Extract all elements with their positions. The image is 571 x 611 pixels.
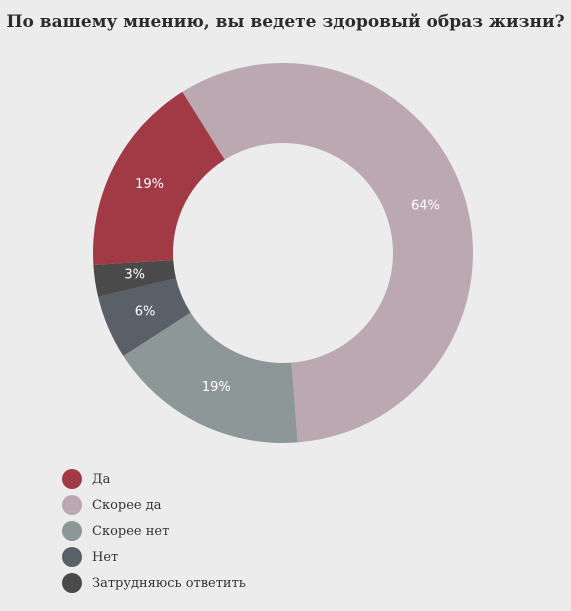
legend-label-net: Нет xyxy=(92,549,119,565)
legend-label-skoree-net: Скорее нет xyxy=(92,523,170,539)
legend-label-da: Да xyxy=(92,471,111,487)
legend-label-zatrudnyayus: Затрудняюсь ответить xyxy=(92,575,246,591)
slice-labels: 64% 19% 6% 3% 19% xyxy=(124,177,440,395)
donut-slices xyxy=(93,63,473,443)
legend: Да Скорее да Скорее нет Нет Затрудняюсь … xyxy=(62,466,246,596)
slice-da xyxy=(93,91,225,266)
legend-swatch-net xyxy=(62,547,82,567)
slice-label-da: 19% xyxy=(135,177,164,192)
slice-label-zatrudnyayus: 3% xyxy=(124,268,145,283)
legend-swatch-zatrudnyayus xyxy=(62,573,82,593)
slice-skoree-da xyxy=(182,63,473,443)
slice-label-skoree-da: 64% xyxy=(411,199,440,214)
slice-zatrudnyayus xyxy=(93,259,176,297)
legend-swatch-skoree-da xyxy=(62,495,82,515)
legend-item-skoree-da: Скорее да xyxy=(62,492,246,518)
legend-swatch-da xyxy=(62,469,82,489)
legend-item-net: Нет xyxy=(62,544,246,570)
slice-label-net: 6% xyxy=(135,304,156,319)
legend-swatch-skoree-net xyxy=(62,521,82,541)
slice-label-skoree-net: 19% xyxy=(202,380,231,395)
legend-item-da: Да xyxy=(62,466,246,492)
chart-title: По вашему мнению, вы ведете здоровый обр… xyxy=(6,12,565,32)
slice-skoree-net xyxy=(123,312,298,443)
legend-item-skoree-net: Скорее нет xyxy=(62,518,246,544)
legend-item-zatrudnyayus: Затрудняюсь ответить xyxy=(62,570,246,596)
legend-label-skoree-da: Скорее да xyxy=(92,497,162,513)
slice-net xyxy=(98,278,191,356)
